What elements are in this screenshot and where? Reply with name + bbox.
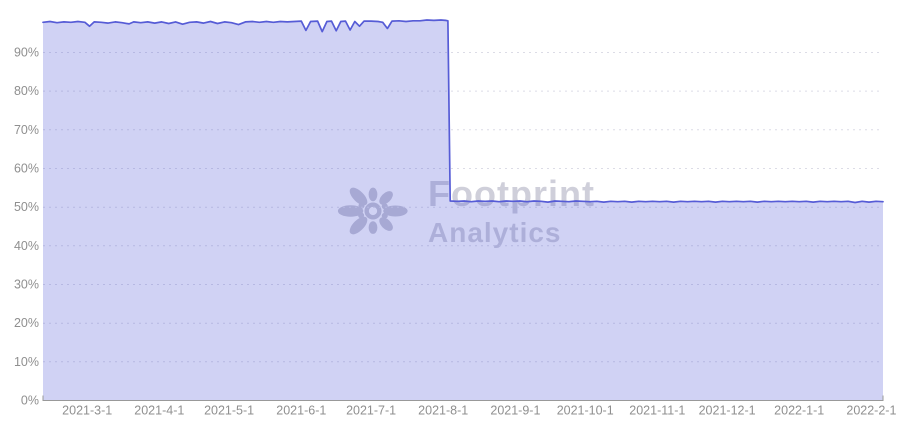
x-axis-label: 2021-8-1 xyxy=(418,404,468,418)
y-axis-label: 30% xyxy=(14,278,39,292)
x-axis-label: 2022-2-1 xyxy=(846,404,896,418)
y-axis-label: 90% xyxy=(14,46,39,60)
y-axis-label: 70% xyxy=(14,123,39,137)
x-axis-label: 2021-11-1 xyxy=(629,404,685,418)
x-axis-line xyxy=(42,395,884,401)
y-axis-label: 60% xyxy=(14,162,39,176)
y-axis-label: 40% xyxy=(14,239,39,253)
x-axis-label: 2021-7-1 xyxy=(346,404,396,418)
y-axis-label: 50% xyxy=(14,200,39,214)
area-series-line xyxy=(42,19,884,204)
y-axis-label: 0% xyxy=(21,394,39,408)
y-axis-label: 20% xyxy=(14,316,39,330)
x-axis-label: 2022-1-1 xyxy=(774,404,824,418)
x-axis-label: 2021-6-1 xyxy=(276,404,326,418)
x-axis-label: 2021-9-1 xyxy=(490,404,540,418)
x-axis-label: 2021-4-1 xyxy=(134,404,184,418)
x-axis-label: 2021-10-1 xyxy=(557,404,614,418)
area-series-fill xyxy=(43,20,883,401)
x-axis-label: 2021-3-1 xyxy=(62,404,112,418)
x-axis-label: 2021-5-1 xyxy=(204,404,254,418)
y-axis-label: 10% xyxy=(14,355,39,369)
x-axis-label: 2021-12-1 xyxy=(699,404,756,418)
y-axis-label: 80% xyxy=(14,84,39,98)
